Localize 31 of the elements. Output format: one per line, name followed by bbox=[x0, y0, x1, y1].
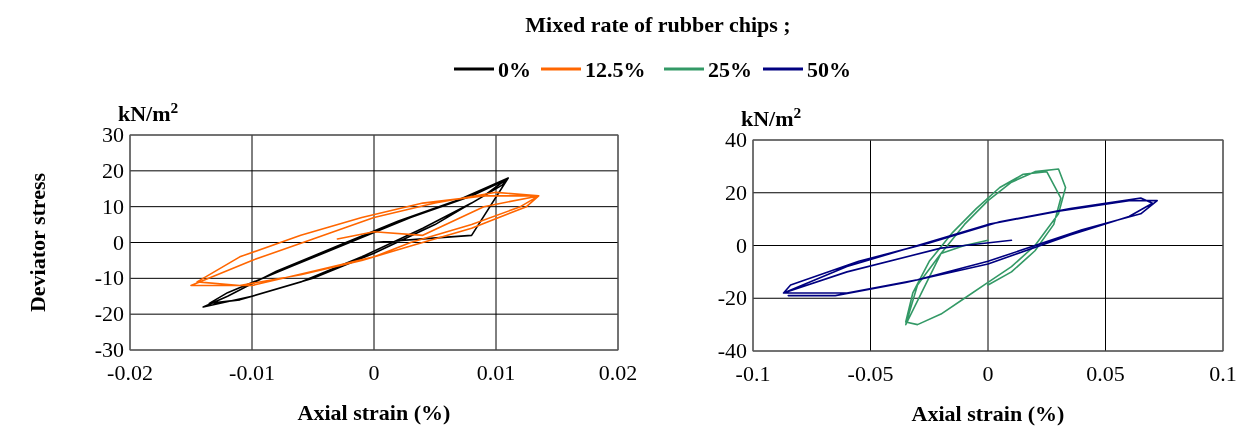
x-tick-label: 0 bbox=[368, 360, 380, 385]
legend-label: 25% bbox=[708, 57, 752, 82]
y-tick-label: 0 bbox=[736, 232, 747, 258]
line-series bbox=[190, 191, 540, 287]
y-tick-label: -10 bbox=[94, 265, 124, 291]
y-tick-label: 0 bbox=[113, 229, 124, 255]
x-tick-label: 0 bbox=[982, 361, 994, 386]
y-tick-label: 20 bbox=[102, 157, 124, 183]
y-axis-title: Deviator stress bbox=[25, 172, 50, 313]
x-tick-label: -0.02 bbox=[107, 360, 153, 385]
x-tick-label: 0.05 bbox=[1086, 361, 1125, 386]
x-tick-label: -0.01 bbox=[229, 360, 275, 385]
x-axis-title: Axial strain (%) bbox=[911, 401, 1065, 426]
x-tick-label: -0.05 bbox=[847, 361, 894, 386]
y-tick-label: -30 bbox=[94, 337, 124, 362]
legend-label: 50% bbox=[807, 57, 851, 82]
x-tick-label: 0.1 bbox=[1209, 361, 1237, 386]
line-series bbox=[782, 197, 1158, 297]
y-tick-label: -20 bbox=[717, 285, 747, 311]
line-series bbox=[904, 168, 1067, 326]
x-tick-label: 0.01 bbox=[476, 360, 516, 385]
x-axis-title: Axial strain (%) bbox=[297, 400, 451, 425]
x-tick-label: 0.02 bbox=[598, 360, 638, 385]
y-tick-label: -40 bbox=[717, 338, 747, 363]
legend-label: 12.5% bbox=[585, 57, 646, 82]
y-tick-label: 10 bbox=[102, 193, 124, 219]
legend-label: 0% bbox=[498, 57, 531, 82]
y-tick-label: -20 bbox=[94, 301, 124, 327]
y-tick-label: 20 bbox=[725, 179, 747, 205]
x-tick-label: -0.1 bbox=[735, 361, 771, 386]
legend-title: Mixed rate of rubber chips ; bbox=[525, 12, 791, 37]
